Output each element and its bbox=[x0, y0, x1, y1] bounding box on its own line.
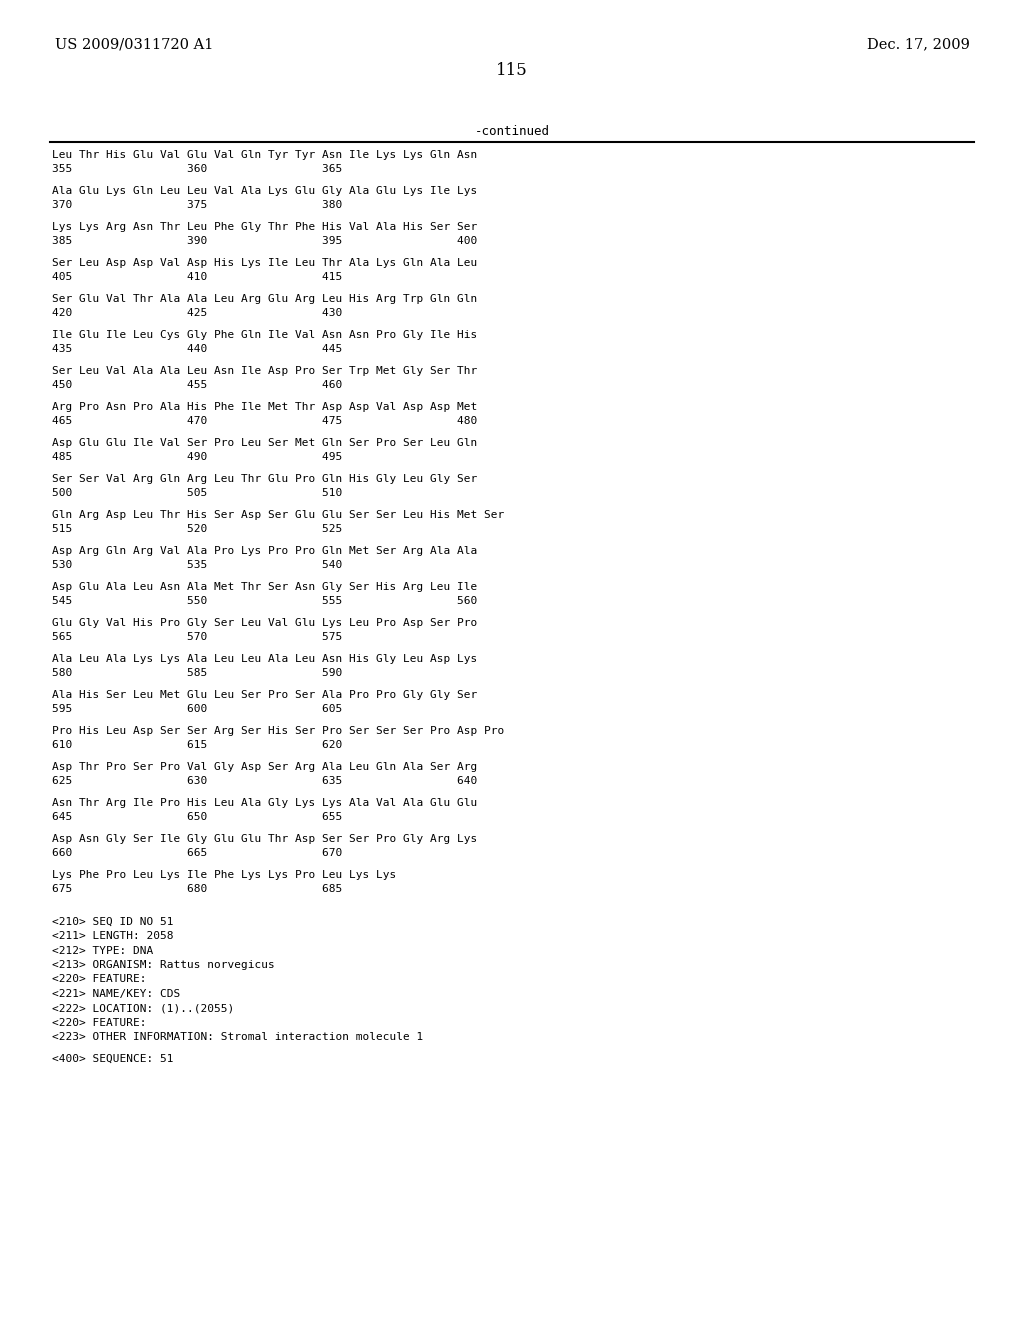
Text: 385                 390                 395                 400: 385 390 395 400 bbox=[52, 236, 477, 247]
Text: Asp Glu Ala Leu Asn Ala Met Thr Ser Asn Gly Ser His Arg Leu Ile: Asp Glu Ala Leu Asn Ala Met Thr Ser Asn … bbox=[52, 582, 477, 591]
Text: <222> LOCATION: (1)..(2055): <222> LOCATION: (1)..(2055) bbox=[52, 1003, 234, 1014]
Text: <400> SEQUENCE: 51: <400> SEQUENCE: 51 bbox=[52, 1053, 173, 1064]
Text: Glu Gly Val His Pro Gly Ser Leu Val Glu Lys Leu Pro Asp Ser Pro: Glu Gly Val His Pro Gly Ser Leu Val Glu … bbox=[52, 618, 477, 628]
Text: <211> LENGTH: 2058: <211> LENGTH: 2058 bbox=[52, 931, 173, 941]
Text: 515                 520                 525: 515 520 525 bbox=[52, 524, 342, 535]
Text: Lys Lys Arg Asn Thr Leu Phe Gly Thr Phe His Val Ala His Ser Ser: Lys Lys Arg Asn Thr Leu Phe Gly Thr Phe … bbox=[52, 222, 477, 232]
Text: <220> FEATURE:: <220> FEATURE: bbox=[52, 974, 146, 985]
Text: Ala His Ser Leu Met Glu Leu Ser Pro Ser Ala Pro Pro Gly Gly Ser: Ala His Ser Leu Met Glu Leu Ser Pro Ser … bbox=[52, 690, 477, 700]
Text: 660                 665                 670: 660 665 670 bbox=[52, 849, 342, 858]
Text: 675                 680                 685: 675 680 685 bbox=[52, 884, 342, 895]
Text: 465                 470                 475                 480: 465 470 475 480 bbox=[52, 417, 477, 426]
Text: 580                 585                 590: 580 585 590 bbox=[52, 668, 342, 678]
Text: Ile Glu Ile Leu Cys Gly Phe Gln Ile Val Asn Asn Pro Gly Ile His: Ile Glu Ile Leu Cys Gly Phe Gln Ile Val … bbox=[52, 330, 477, 341]
Text: -continued: -continued bbox=[474, 125, 550, 139]
Text: Pro His Leu Asp Ser Ser Arg Ser His Ser Pro Ser Ser Ser Pro Asp Pro: Pro His Leu Asp Ser Ser Arg Ser His Ser … bbox=[52, 726, 504, 737]
Text: Dec. 17, 2009: Dec. 17, 2009 bbox=[867, 37, 970, 51]
Text: 450                 455                 460: 450 455 460 bbox=[52, 380, 342, 391]
Text: Gln Arg Asp Leu Thr His Ser Asp Ser Glu Glu Ser Ser Leu His Met Ser: Gln Arg Asp Leu Thr His Ser Asp Ser Glu … bbox=[52, 510, 504, 520]
Text: Ser Glu Val Thr Ala Ala Leu Arg Glu Arg Leu His Arg Trp Gln Gln: Ser Glu Val Thr Ala Ala Leu Arg Glu Arg … bbox=[52, 294, 477, 304]
Text: 370                 375                 380: 370 375 380 bbox=[52, 201, 342, 210]
Text: 405                 410                 415: 405 410 415 bbox=[52, 272, 342, 282]
Text: Lys Phe Pro Leu Lys Ile Phe Lys Lys Pro Leu Lys Lys: Lys Phe Pro Leu Lys Ile Phe Lys Lys Pro … bbox=[52, 870, 396, 880]
Text: Asn Thr Arg Ile Pro His Leu Ala Gly Lys Lys Ala Val Ala Glu Glu: Asn Thr Arg Ile Pro His Leu Ala Gly Lys … bbox=[52, 799, 477, 808]
Text: 355                 360                 365: 355 360 365 bbox=[52, 165, 342, 174]
Text: 115: 115 bbox=[496, 62, 528, 79]
Text: 500                 505                 510: 500 505 510 bbox=[52, 488, 342, 499]
Text: <223> OTHER INFORMATION: Stromal interaction molecule 1: <223> OTHER INFORMATION: Stromal interac… bbox=[52, 1032, 423, 1043]
Text: <212> TYPE: DNA: <212> TYPE: DNA bbox=[52, 945, 154, 956]
Text: <220> FEATURE:: <220> FEATURE: bbox=[52, 1018, 146, 1028]
Text: <221> NAME/KEY: CDS: <221> NAME/KEY: CDS bbox=[52, 989, 180, 999]
Text: Ser Leu Val Ala Ala Leu Asn Ile Asp Pro Ser Trp Met Gly Ser Thr: Ser Leu Val Ala Ala Leu Asn Ile Asp Pro … bbox=[52, 366, 477, 376]
Text: Ser Leu Asp Asp Val Asp His Lys Ile Leu Thr Ala Lys Gln Ala Leu: Ser Leu Asp Asp Val Asp His Lys Ile Leu … bbox=[52, 257, 477, 268]
Text: Asp Arg Gln Arg Val Ala Pro Lys Pro Pro Gln Met Ser Arg Ala Ala: Asp Arg Gln Arg Val Ala Pro Lys Pro Pro … bbox=[52, 546, 477, 556]
Text: 565                 570                 575: 565 570 575 bbox=[52, 632, 342, 643]
Text: 545                 550                 555                 560: 545 550 555 560 bbox=[52, 597, 477, 606]
Text: 645                 650                 655: 645 650 655 bbox=[52, 813, 342, 822]
Text: 610                 615                 620: 610 615 620 bbox=[52, 741, 342, 751]
Text: 595                 600                 605: 595 600 605 bbox=[52, 705, 342, 714]
Text: <213> ORGANISM: Rattus norvegicus: <213> ORGANISM: Rattus norvegicus bbox=[52, 960, 274, 970]
Text: Asp Thr Pro Ser Pro Val Gly Asp Ser Arg Ala Leu Gln Ala Ser Arg: Asp Thr Pro Ser Pro Val Gly Asp Ser Arg … bbox=[52, 762, 477, 772]
Text: Leu Thr His Glu Val Glu Val Gln Tyr Tyr Asn Ile Lys Lys Gln Asn: Leu Thr His Glu Val Glu Val Gln Tyr Tyr … bbox=[52, 150, 477, 160]
Text: 530                 535                 540: 530 535 540 bbox=[52, 561, 342, 570]
Text: US 2009/0311720 A1: US 2009/0311720 A1 bbox=[55, 37, 213, 51]
Text: Asp Asn Gly Ser Ile Gly Glu Glu Thr Asp Ser Ser Pro Gly Arg Lys: Asp Asn Gly Ser Ile Gly Glu Glu Thr Asp … bbox=[52, 834, 477, 843]
Text: Arg Pro Asn Pro Ala His Phe Ile Met Thr Asp Asp Val Asp Asp Met: Arg Pro Asn Pro Ala His Phe Ile Met Thr … bbox=[52, 403, 477, 412]
Text: Ala Glu Lys Gln Leu Leu Val Ala Lys Glu Gly Ala Glu Lys Ile Lys: Ala Glu Lys Gln Leu Leu Val Ala Lys Glu … bbox=[52, 186, 477, 195]
Text: Ala Leu Ala Lys Lys Ala Leu Leu Ala Leu Asn His Gly Leu Asp Lys: Ala Leu Ala Lys Lys Ala Leu Leu Ala Leu … bbox=[52, 653, 477, 664]
Text: 625                 630                 635                 640: 625 630 635 640 bbox=[52, 776, 477, 787]
Text: <210> SEQ ID NO 51: <210> SEQ ID NO 51 bbox=[52, 916, 173, 927]
Text: Asp Glu Glu Ile Val Ser Pro Leu Ser Met Gln Ser Pro Ser Leu Gln: Asp Glu Glu Ile Val Ser Pro Leu Ser Met … bbox=[52, 438, 477, 447]
Text: 485                 490                 495: 485 490 495 bbox=[52, 453, 342, 462]
Text: Ser Ser Val Arg Gln Arg Leu Thr Glu Pro Gln His Gly Leu Gly Ser: Ser Ser Val Arg Gln Arg Leu Thr Glu Pro … bbox=[52, 474, 477, 484]
Text: 420                 425                 430: 420 425 430 bbox=[52, 309, 342, 318]
Text: 435                 440                 445: 435 440 445 bbox=[52, 345, 342, 355]
